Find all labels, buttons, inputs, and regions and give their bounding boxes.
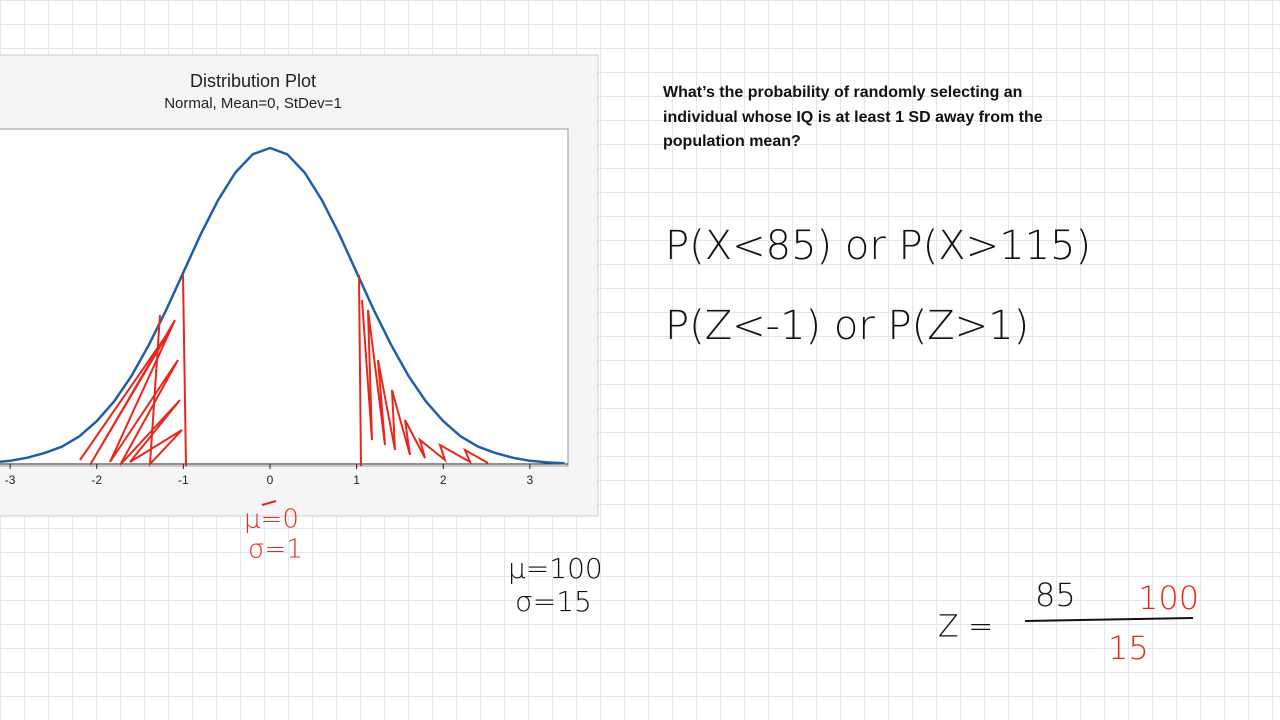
x-tick-label: -1 <box>178 473 189 487</box>
curve <box>0 146 565 465</box>
notes: P(X<85) or P(X>115) P(Z<-1) or P(Z>1) μ=… <box>244 223 1199 667</box>
plot-area <box>0 128 569 467</box>
note: 100 <box>1138 579 1199 617</box>
question-line: population mean? <box>663 133 801 150</box>
note: Z = <box>938 610 993 645</box>
note: P(X<85) or P(X>115) <box>665 223 1091 269</box>
note: σ=15 <box>515 585 592 618</box>
cut-line <box>358 274 362 467</box>
note: μ=100 <box>508 552 603 585</box>
x-tick-label: 2 <box>440 473 447 487</box>
plot: -3 -2 -1 0 1 2 3 <box>0 146 568 487</box>
mark <box>261 500 277 506</box>
x-tick-label: 0 <box>267 473 274 487</box>
note: σ=1 <box>248 535 303 565</box>
chart-subtitle: Normal, Mean=0, StDev=1 <box>164 95 342 112</box>
x-tick-label: -2 <box>91 473 102 487</box>
hatching <box>361 299 489 465</box>
x-tick-label: -3 <box>5 473 16 487</box>
note: 85 <box>1035 576 1076 614</box>
note: μ=0 <box>244 505 299 535</box>
question: What’s the probability of randomly selec… <box>663 84 1043 150</box>
x-tick-label: 1 <box>353 473 360 487</box>
chart-title: Distribution Plot <box>190 71 316 91</box>
annotations <box>79 274 489 506</box>
fraction-bar <box>1024 617 1194 622</box>
question-line: individual whose IQ is at least 1 SD awa… <box>663 109 1043 126</box>
question-line: What’s the probability of randomly selec… <box>663 84 1022 101</box>
note: P(Z<-1) or P(Z>1) <box>665 303 1029 349</box>
note: 15 <box>1108 629 1149 667</box>
cut-line <box>182 274 187 467</box>
x-tick-label: 3 <box>527 473 534 487</box>
hatching <box>79 314 183 467</box>
